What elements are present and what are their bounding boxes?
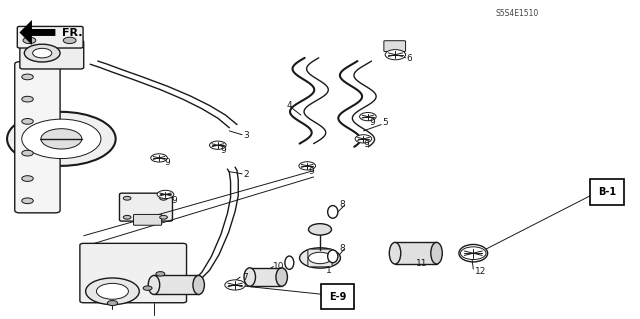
Circle shape — [86, 278, 140, 305]
Text: B-1: B-1 — [598, 187, 616, 197]
Circle shape — [22, 176, 33, 182]
Circle shape — [97, 283, 129, 299]
Circle shape — [160, 196, 168, 200]
Circle shape — [143, 286, 152, 290]
Text: 9: 9 — [364, 140, 369, 149]
Circle shape — [299, 162, 316, 170]
Circle shape — [22, 96, 33, 102]
Text: 6: 6 — [407, 54, 413, 63]
Text: 9: 9 — [172, 196, 177, 205]
Text: 5: 5 — [383, 117, 388, 127]
Circle shape — [124, 215, 131, 219]
Text: E-9: E-9 — [329, 292, 346, 302]
Text: 3: 3 — [243, 131, 249, 140]
FancyBboxPatch shape — [80, 243, 186, 303]
Circle shape — [225, 280, 245, 290]
Circle shape — [108, 300, 118, 306]
Ellipse shape — [244, 268, 255, 286]
Circle shape — [7, 112, 116, 166]
Circle shape — [461, 247, 486, 260]
Circle shape — [22, 150, 33, 156]
Text: FR.: FR. — [62, 28, 83, 38]
Ellipse shape — [389, 242, 401, 264]
Ellipse shape — [148, 275, 160, 294]
Text: 11: 11 — [416, 259, 428, 268]
Text: 4: 4 — [286, 101, 292, 110]
Ellipse shape — [276, 268, 287, 286]
Text: S5S4E1510: S5S4E1510 — [495, 9, 539, 18]
Circle shape — [308, 252, 332, 264]
Text: 12: 12 — [474, 267, 486, 276]
Ellipse shape — [328, 205, 338, 218]
Text: 1: 1 — [326, 265, 332, 275]
Text: 9: 9 — [308, 167, 314, 176]
Circle shape — [22, 198, 33, 204]
Bar — [154, 275, 198, 294]
Text: 8: 8 — [339, 244, 345, 253]
Circle shape — [308, 224, 332, 235]
Circle shape — [355, 135, 372, 143]
Bar — [395, 242, 436, 264]
Circle shape — [157, 190, 173, 198]
Text: 8: 8 — [339, 200, 345, 209]
FancyBboxPatch shape — [15, 62, 60, 213]
Circle shape — [151, 154, 168, 162]
Circle shape — [385, 50, 406, 60]
Circle shape — [41, 129, 82, 149]
Ellipse shape — [285, 256, 294, 269]
Ellipse shape — [431, 242, 442, 264]
Circle shape — [22, 74, 33, 80]
Text: 10: 10 — [273, 262, 285, 271]
FancyBboxPatch shape — [20, 41, 84, 69]
FancyBboxPatch shape — [134, 214, 162, 225]
Bar — [250, 268, 282, 286]
Text: 2: 2 — [243, 170, 249, 179]
Circle shape — [22, 119, 101, 159]
Circle shape — [160, 215, 168, 219]
Circle shape — [360, 113, 376, 121]
Circle shape — [63, 37, 76, 44]
Circle shape — [300, 248, 340, 268]
Text: 9: 9 — [369, 117, 375, 127]
Circle shape — [124, 196, 131, 200]
Ellipse shape — [328, 250, 338, 263]
FancyBboxPatch shape — [17, 26, 83, 48]
Circle shape — [22, 119, 33, 124]
Circle shape — [24, 44, 60, 62]
FancyBboxPatch shape — [308, 249, 332, 267]
Text: 9: 9 — [165, 158, 171, 167]
Circle shape — [23, 37, 36, 44]
Ellipse shape — [193, 275, 204, 294]
Circle shape — [156, 271, 165, 276]
Circle shape — [33, 48, 52, 58]
Circle shape — [209, 141, 226, 149]
Text: 9: 9 — [220, 146, 226, 155]
Text: 7: 7 — [242, 272, 248, 281]
FancyBboxPatch shape — [384, 41, 406, 51]
FancyBboxPatch shape — [120, 193, 173, 221]
